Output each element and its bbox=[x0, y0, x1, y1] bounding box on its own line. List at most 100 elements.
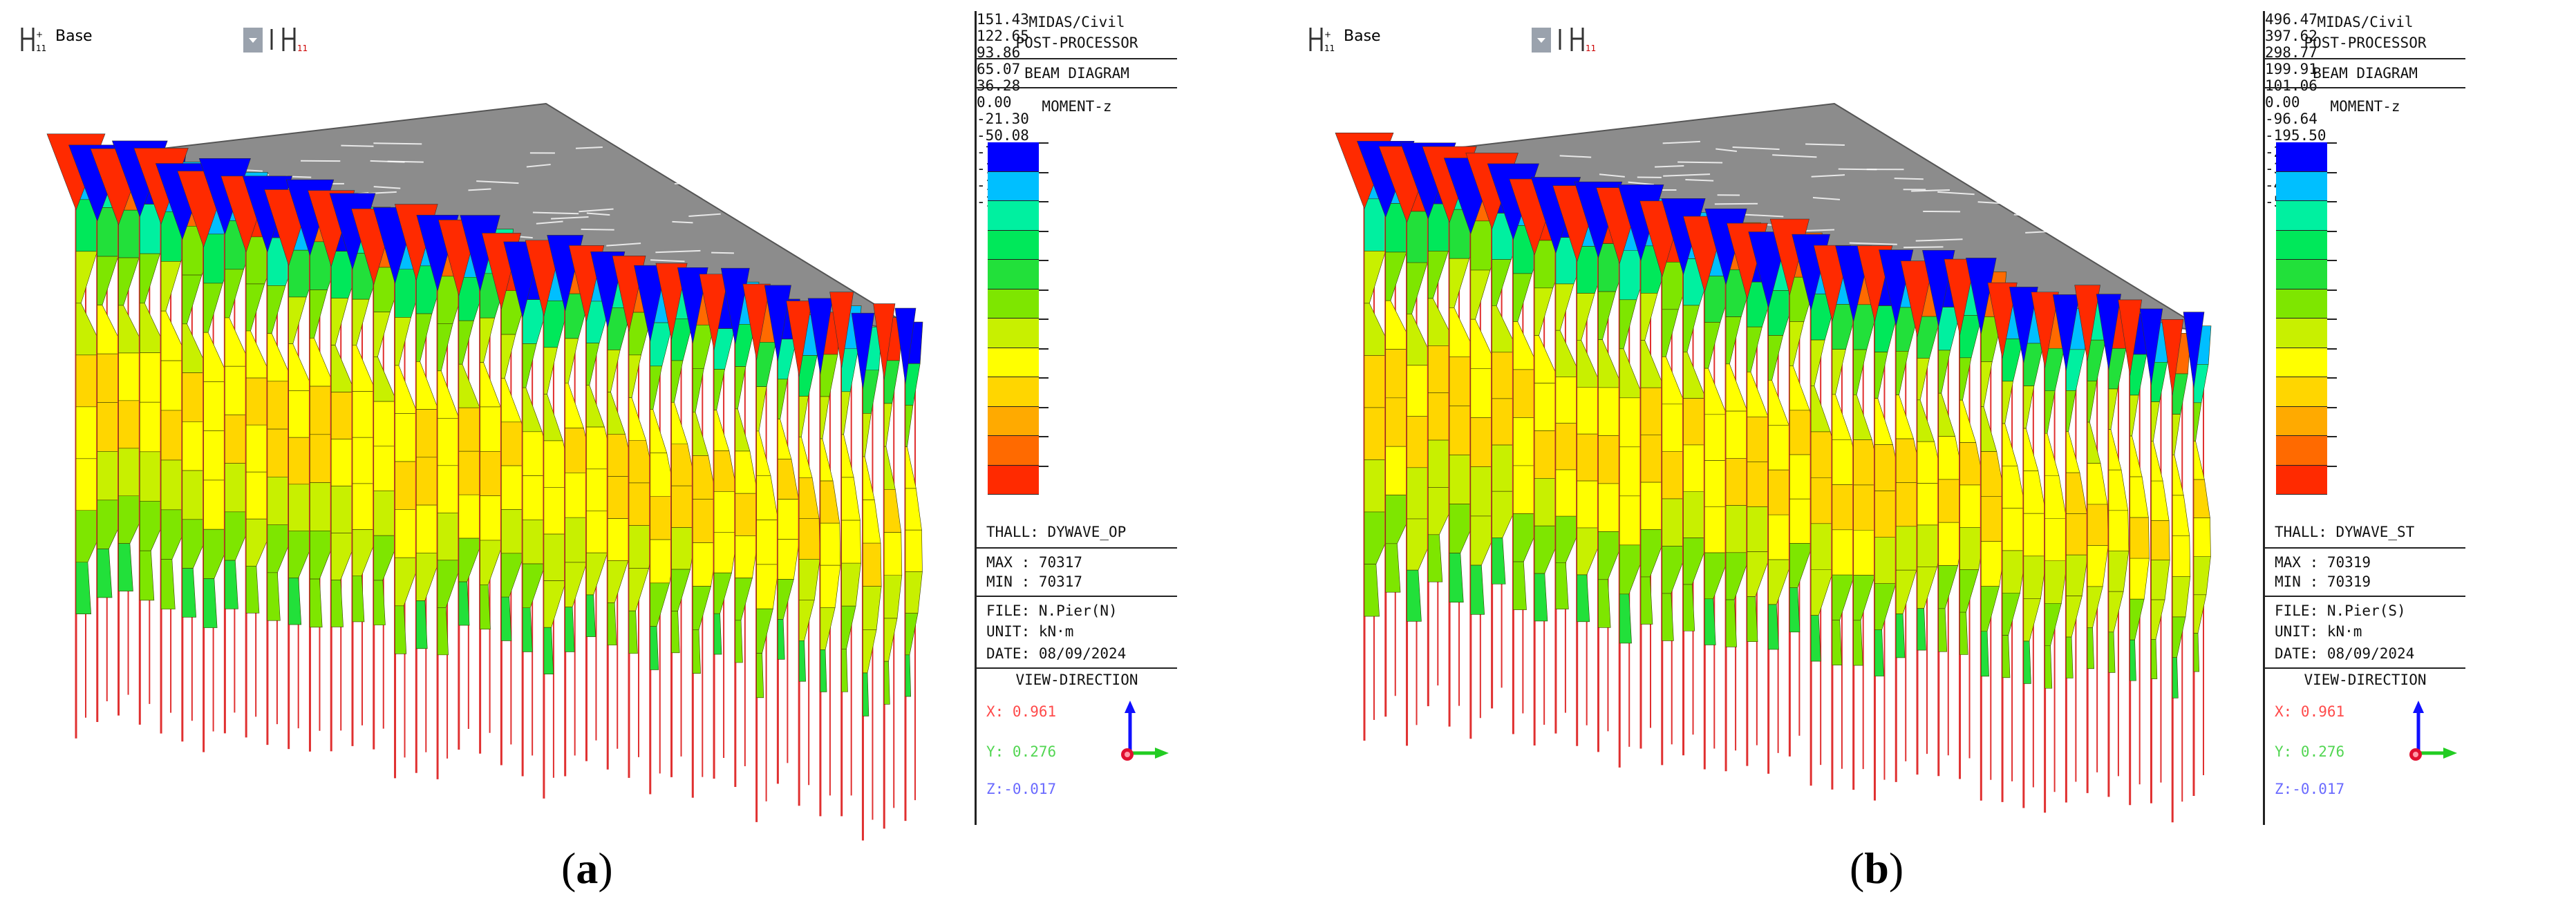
moment-diagram-segment bbox=[543, 347, 558, 395]
color-scale-tick bbox=[1039, 406, 1049, 408]
moment-diagram-segment bbox=[841, 648, 848, 692]
moment-diagram-segment bbox=[586, 552, 608, 596]
moment-diagram-segment bbox=[778, 579, 794, 620]
moment-diagram-segment bbox=[863, 672, 869, 716]
moment-diagram-segment bbox=[863, 629, 877, 674]
color-scale-value: 36.28 bbox=[977, 77, 1021, 94]
moment-diagram-segment bbox=[713, 410, 730, 451]
moment-diagram-segment bbox=[735, 450, 758, 494]
color-scale-tick bbox=[2327, 319, 2337, 320]
legend-load-case: THALL: DYWAVE_ST bbox=[2275, 524, 2415, 540]
moment-diagram-segment bbox=[863, 370, 879, 414]
base-label: Base bbox=[55, 28, 93, 45]
moment-diagram-segment bbox=[501, 553, 525, 598]
moment-diagram-peak bbox=[2183, 312, 2205, 388]
view-direction-z: Z:-0.017 bbox=[2275, 781, 2345, 797]
moment-diagram-segment bbox=[756, 520, 780, 565]
color-scale-swatch bbox=[988, 319, 1039, 348]
color-scale-value: -21.30 bbox=[977, 111, 1029, 127]
moment-diagram-segment bbox=[2108, 591, 2124, 633]
moment-diagram-segment bbox=[373, 580, 386, 625]
moment-diagram-segment bbox=[2044, 390, 2056, 434]
moment-diagram-segment bbox=[2023, 640, 2031, 684]
moment-diagram-segment bbox=[650, 409, 668, 453]
moment-diagram-segment bbox=[2002, 423, 2018, 466]
moment-diagram-segment bbox=[905, 529, 923, 572]
moment-diagram-segment bbox=[2023, 513, 2047, 557]
color-scale-swatch bbox=[988, 142, 1039, 172]
moment-diagram-segment bbox=[1555, 562, 1569, 609]
color-scale-value: 496.47 bbox=[2265, 11, 2318, 28]
legend-diagram: BEAM DIAGRAM bbox=[2313, 65, 2418, 82]
grid-axis-icon[interactable]: 11 bbox=[270, 25, 311, 54]
moment-diagram-segment bbox=[458, 320, 474, 365]
moment-diagram-segment bbox=[2172, 616, 2186, 658]
moment-diagram-segment bbox=[2172, 657, 2179, 699]
moment-diagram-segment bbox=[905, 405, 914, 448]
caption-letter: b bbox=[1864, 844, 1889, 893]
moment-diagram-segment bbox=[1407, 569, 1422, 622]
moment-diagram-segment bbox=[2066, 390, 2076, 433]
moment-diagram-segment bbox=[1895, 395, 1914, 439]
moment-diagram-segment bbox=[2087, 627, 2094, 669]
moment-diagram-segment bbox=[2151, 520, 2170, 561]
legend-component: MOMENT-z bbox=[1042, 98, 1112, 115]
grid-axis-icon[interactable]: +11 bbox=[19, 25, 47, 54]
moment-diagram-segment bbox=[2193, 479, 2210, 518]
moment-diagram-segment bbox=[2130, 639, 2136, 681]
moment-diagram-segment bbox=[1917, 608, 1926, 651]
moment-diagram-segment bbox=[416, 361, 439, 410]
moment-diagram-segment bbox=[458, 581, 470, 626]
moment-diagram-segment bbox=[883, 575, 903, 619]
color-scale-swatch bbox=[2276, 201, 2327, 231]
moment-diagram-segment bbox=[883, 661, 890, 705]
moment-diagram-peak bbox=[699, 274, 729, 350]
moment-diagram-segment bbox=[1492, 537, 1506, 585]
moment-diagram-segment bbox=[1662, 593, 1674, 641]
moment-diagram-peak bbox=[1987, 282, 2018, 359]
model-viewport[interactable] bbox=[1288, 0, 2574, 912]
svg-text:11: 11 bbox=[1586, 44, 1596, 53]
moment-diagram-segment bbox=[905, 654, 912, 697]
dropdown-icon[interactable] bbox=[1532, 28, 1551, 53]
grid-axis-icon[interactable]: 11 bbox=[1558, 25, 1599, 54]
color-scale-swatch bbox=[2276, 436, 2327, 466]
moment-diagram-segment bbox=[756, 342, 777, 387]
moment-diagram-segment bbox=[1853, 620, 1863, 666]
moment-diagram-segment bbox=[1534, 573, 1548, 622]
moment-diagram-segment bbox=[2066, 596, 2083, 638]
moment-diagram-segment bbox=[1747, 326, 1762, 372]
color-scale-swatch bbox=[2276, 406, 2327, 436]
grid-axis-icon[interactable]: +11 bbox=[1308, 25, 1335, 54]
moment-diagram-peak bbox=[720, 267, 750, 345]
legend-divider bbox=[977, 87, 1177, 88]
model-viewport[interactable] bbox=[0, 0, 1286, 912]
legend-view-direction: VIEW-DIRECTION bbox=[2304, 672, 2427, 688]
moment-diagram-segment bbox=[820, 438, 834, 482]
moment-diagram-segment bbox=[1810, 615, 1821, 662]
legend-file: FILE: N.Pier(N) bbox=[986, 602, 1118, 619]
moment-diagram-segment bbox=[1981, 451, 2006, 497]
legend-date: DATE: 08/09/2024 bbox=[986, 645, 1127, 662]
svg-text:11: 11 bbox=[297, 44, 308, 53]
moment-diagram-segment bbox=[1895, 351, 1909, 396]
color-scale-tick bbox=[2327, 230, 2337, 232]
dropdown-icon[interactable] bbox=[243, 28, 263, 53]
moment-diagram-peak bbox=[1966, 258, 1997, 334]
moment-diagram-segment bbox=[2108, 469, 2129, 511]
moment-diagram-peak bbox=[742, 283, 771, 361]
figure-caption: (b) bbox=[1850, 844, 1904, 893]
color-scale-swatch bbox=[2276, 289, 2327, 319]
moment-diagram-segment bbox=[1981, 631, 1989, 677]
moment-diagram-segment bbox=[2151, 401, 2160, 442]
moment-diagram-segment bbox=[543, 627, 554, 675]
color-scale-tick bbox=[2327, 142, 2337, 144]
view-direction-x: X: 0.961 bbox=[2275, 703, 2345, 720]
legend-panel: MIDAS/Civil POST-PROCESSOR BEAM DIAGRAM MOM… bbox=[2263, 11, 2465, 825]
color-scale-tick bbox=[1039, 465, 1049, 467]
moment-diagram-segment bbox=[1704, 598, 1716, 645]
panel-a: +11 Base 11 MIDAS/Civil POST-PROCESSOR BEA… bbox=[0, 0, 1286, 912]
moment-diagram-peak bbox=[2118, 299, 2143, 376]
moment-diagram-segment bbox=[2044, 602, 2062, 647]
color-scale-swatch bbox=[988, 289, 1039, 319]
